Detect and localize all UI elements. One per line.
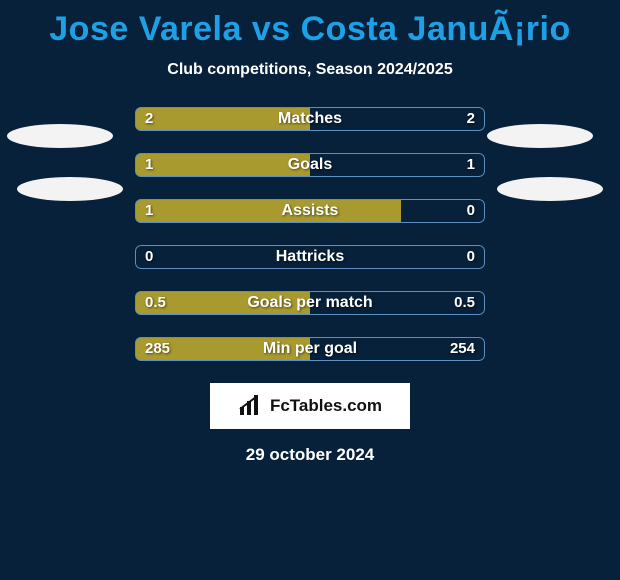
logo-text: FcTables.com (270, 396, 382, 416)
stat-value-right: 0 (467, 245, 475, 269)
stat-value-right: 2 (467, 107, 475, 131)
stat-value-right: 254 (450, 337, 475, 361)
stat-row: 1Goals1 (135, 153, 485, 177)
stat-value-right: 1 (467, 153, 475, 177)
stat-value-right: 0.5 (454, 291, 475, 315)
stat-label: Assists (135, 199, 485, 223)
subtitle: Club competitions, Season 2024/2025 (0, 61, 620, 79)
ellipse-top-right (487, 124, 593, 148)
bar-chart-icon (238, 395, 264, 417)
ellipse-bot-left (17, 177, 123, 201)
stat-row: 2Matches2 (135, 107, 485, 131)
ellipse-bot-right (497, 177, 603, 201)
page-title: Jose Varela vs Costa JanuÃ¡rio (0, 0, 620, 49)
stat-row: 285Min per goal254 (135, 337, 485, 361)
stat-row: 1Assists0 (135, 199, 485, 223)
stat-label: Goals (135, 153, 485, 177)
logo-badge: FcTables.com (210, 383, 410, 429)
ellipse-top-left (7, 124, 113, 148)
stat-label: Matches (135, 107, 485, 131)
stat-label: Hattricks (135, 245, 485, 269)
stats-bars: 2Matches21Goals11Assists00Hattricks00.5G… (135, 107, 485, 361)
stat-row: 0Hattricks0 (135, 245, 485, 269)
stat-label: Goals per match (135, 291, 485, 315)
date: 29 october 2024 (0, 445, 620, 465)
stat-label: Min per goal (135, 337, 485, 361)
stat-row: 0.5Goals per match0.5 (135, 291, 485, 315)
stat-value-right: 0 (467, 199, 475, 223)
